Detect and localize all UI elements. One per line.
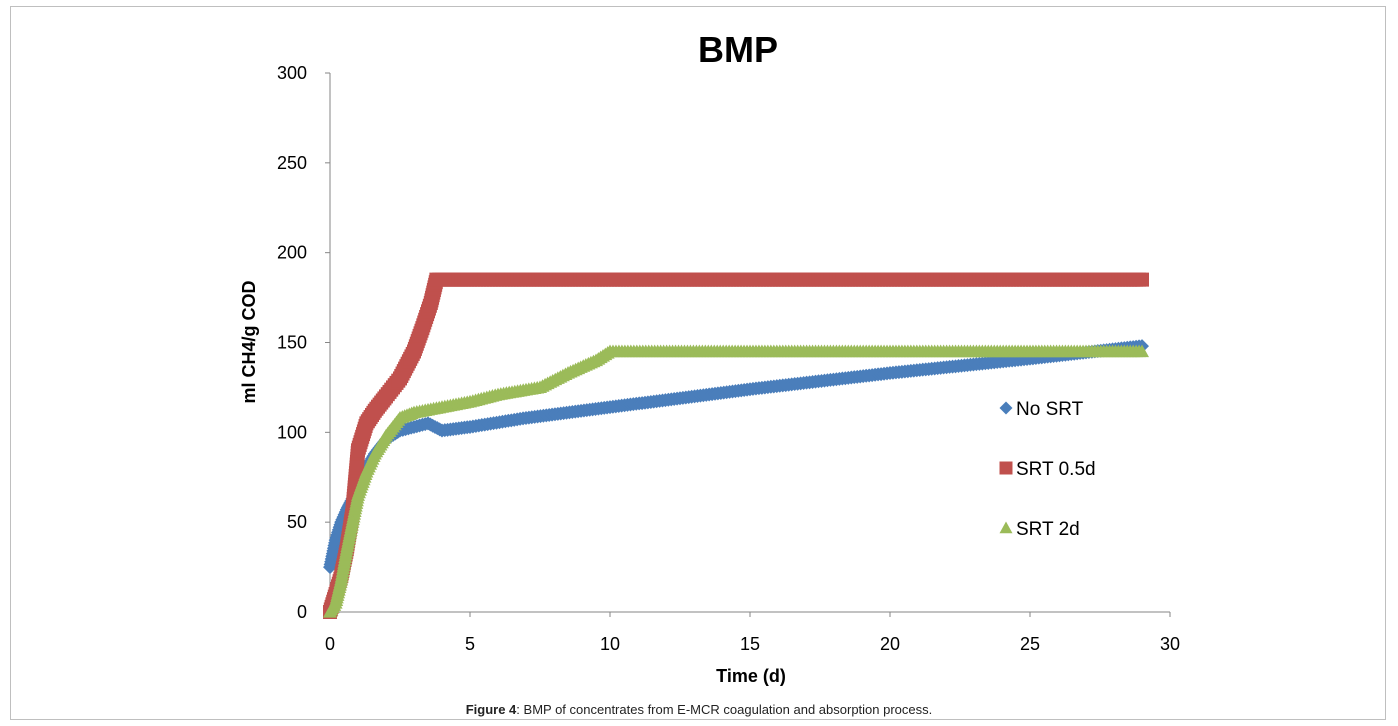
series-0 (323, 339, 1149, 575)
data-point (359, 416, 374, 431)
data-point (334, 572, 349, 586)
data-point (323, 605, 337, 618)
data-point (603, 400, 617, 415)
data-point (423, 295, 438, 310)
data-point (379, 389, 393, 404)
data-point (367, 446, 382, 460)
data-point (463, 394, 477, 408)
legend-marker (999, 461, 1013, 475)
data-point (743, 344, 757, 358)
y-tick-label: 200 (277, 243, 307, 263)
data-point (603, 272, 617, 287)
data-point (435, 400, 449, 413)
data-point (323, 560, 337, 575)
data-point (491, 387, 505, 401)
data-point (435, 272, 449, 287)
legend-label: No SRT (1016, 399, 1084, 420)
data-point (367, 403, 382, 418)
x-tick-label: 15 (740, 634, 760, 654)
x-tick-label: 25 (1020, 634, 1040, 654)
data-point (393, 410, 407, 424)
axes: 0 50 100 150 200 250 300 0 5 10 15 20 25 30 (277, 63, 1180, 654)
data-point (359, 464, 374, 478)
caption-text: : BMP of concentrates from E-MCR coagula… (516, 702, 933, 717)
plot-area (323, 272, 1149, 619)
data-point (463, 272, 477, 287)
data-point (328, 533, 343, 548)
chart-title: BMP (698, 29, 778, 70)
data-point (328, 596, 343, 609)
legend-label: SRT 0.5d (1016, 459, 1096, 480)
x-tick-label: 0 (325, 634, 335, 654)
legend: No SRT SRT 0.5d SRT 2d (999, 399, 1096, 540)
x-axis-label: Time (d) (716, 666, 786, 686)
figure-caption: Figure 4: BMP of concentrates from E-MCR… (0, 702, 1398, 717)
y-tick-label: 300 (277, 63, 307, 83)
x-tick-label: 20 (880, 634, 900, 654)
data-point (589, 353, 603, 367)
data-point (345, 515, 360, 528)
data-point (435, 423, 449, 438)
data-point (883, 272, 897, 287)
series-2 (323, 344, 1149, 618)
chart-frame (10, 6, 1386, 720)
y-tick-label: 100 (277, 422, 307, 442)
data-point (533, 380, 547, 394)
data-point (351, 443, 365, 458)
data-point (1023, 344, 1037, 358)
y-axis-label: ml CH4/g COD (239, 280, 259, 403)
data-point (1135, 272, 1149, 287)
data-point (379, 428, 393, 442)
data-point (463, 419, 477, 434)
data-point (743, 382, 757, 397)
x-tick-label: 10 (600, 634, 620, 654)
data-point (407, 405, 421, 419)
y-tick-label: 0 (297, 602, 307, 622)
series-1 (323, 272, 1149, 619)
data-point (561, 366, 575, 379)
caption-label: Figure 4 (465, 702, 517, 717)
legend-marker (999, 401, 1013, 415)
data-point (883, 344, 897, 358)
data-point (415, 321, 430, 336)
data-point (339, 542, 354, 555)
data-point (1135, 344, 1149, 358)
data-point (519, 410, 533, 425)
data-point (883, 366, 897, 381)
legend-label: SRT 2d (1016, 519, 1080, 540)
x-tick-label: 5 (465, 634, 475, 654)
y-tick-label: 250 (277, 153, 307, 173)
data-point (421, 416, 435, 431)
data-point (743, 272, 757, 287)
y-tick-label: 50 (287, 512, 307, 532)
data-point (603, 344, 617, 358)
data-point (393, 371, 407, 386)
y-tick-label: 150 (277, 333, 307, 353)
x-tick-label: 30 (1160, 634, 1180, 654)
data-point (407, 344, 421, 359)
data-point (1023, 272, 1037, 287)
data-point (351, 488, 365, 501)
data-point (407, 419, 421, 434)
legend-marker (999, 521, 1013, 534)
